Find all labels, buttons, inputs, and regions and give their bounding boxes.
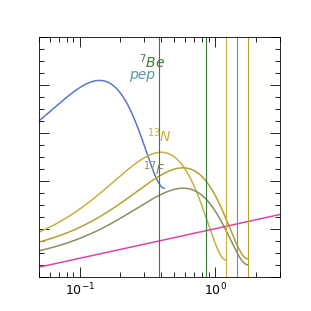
Text: $^7$Be: $^7$Be (139, 53, 165, 72)
Text: pep: pep (129, 68, 155, 82)
Text: $^{13}$N: $^{13}$N (147, 126, 172, 145)
Text: $^{17}$F: $^{17}$F (142, 160, 165, 178)
